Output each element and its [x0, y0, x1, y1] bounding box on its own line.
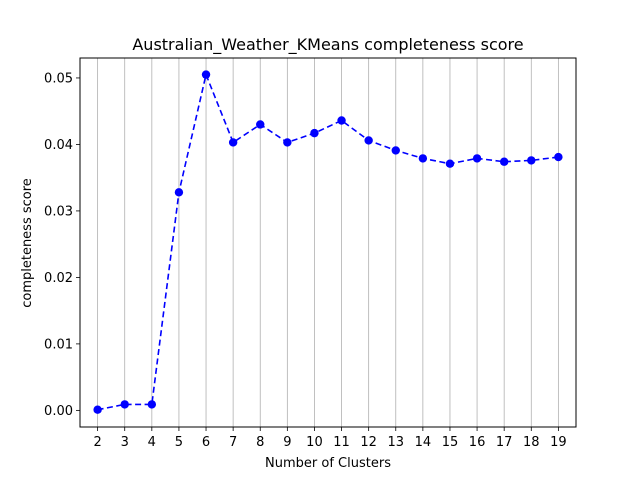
data-point [364, 136, 373, 145]
data-point [283, 138, 292, 147]
x-axis-label: Number of Clusters [265, 456, 391, 471]
data-point [472, 154, 482, 163]
data-point [256, 120, 265, 129]
x-tick-label: 2 [93, 435, 101, 450]
y-axis-label: completeness score [20, 178, 35, 308]
x-tick-label: 19 [550, 435, 567, 450]
x-tick-label: 11 [333, 435, 350, 450]
x-tick-label: 18 [523, 435, 540, 450]
x-tick-label: 3 [121, 435, 129, 450]
x-tick-label: 4 [148, 435, 156, 450]
data-point [499, 157, 509, 166]
data-point [201, 70, 211, 79]
data-point [120, 400, 129, 409]
x-tick-label: 13 [387, 435, 404, 450]
data-point [93, 405, 102, 414]
x-tick-label: 17 [496, 435, 513, 450]
data-point [527, 156, 536, 165]
y-tick-label: 0.03 [44, 204, 73, 219]
x-axis: 2 3 4 5 6 7 8 9 10 11 12 13 14 15 16 17 18 19 [93, 427, 567, 450]
x-tick-label: 7 [229, 435, 237, 450]
y-tick-label: 0.04 [44, 138, 73, 153]
x-tick-label: 10 [306, 435, 323, 450]
y-tick-label: 0.01 [44, 337, 73, 352]
plot-frame [79, 57, 577, 428]
y-axis: 0.00 0.01 0.02 0.03 0.04 0.05 [44, 71, 80, 419]
y-tick-label: 0.02 [44, 271, 73, 286]
x-tick-label: 6 [202, 435, 210, 450]
x-tick-label: 9 [283, 435, 291, 450]
data-point [554, 152, 563, 162]
x-tick-label: 5 [175, 435, 183, 450]
chart-title: Australian_Weather_KMeans completeness s… [132, 35, 523, 55]
data-point [147, 400, 157, 409]
x-tick-label: 8 [256, 435, 264, 450]
data-point [418, 154, 428, 163]
data-point [391, 146, 400, 155]
series-line [97, 71, 559, 411]
x-tick-label: 12 [360, 435, 377, 450]
grid [97, 58, 559, 427]
x-tick-label: 16 [469, 435, 486, 450]
x-tick-label: 15 [442, 435, 459, 450]
data-point [337, 116, 346, 125]
data-point [228, 138, 238, 147]
data-point [174, 188, 184, 197]
y-tick-label: 0.05 [44, 71, 73, 86]
y-tick-label: 0.00 [44, 404, 73, 419]
series [93, 70, 563, 414]
data-point [445, 159, 455, 168]
data-point [310, 128, 319, 138]
x-tick-label: 14 [415, 435, 432, 450]
